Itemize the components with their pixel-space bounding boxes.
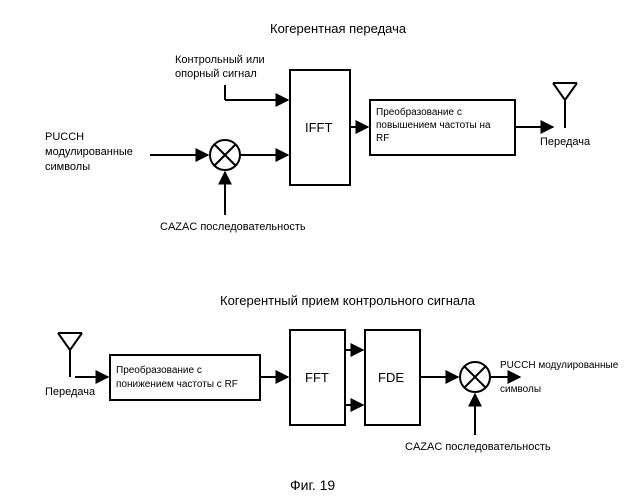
top-multiplier-icon: [210, 140, 240, 170]
top-pilot-line2: опорный сигнал: [175, 68, 257, 80]
bottom-downconv-line1: Преобразование с: [116, 364, 202, 376]
top-title: Когерентная передача: [270, 21, 407, 36]
top-ifft-label: IFFT: [305, 120, 332, 135]
bottom-cazac-label: CAZAC последовательность: [405, 441, 551, 453]
top-input-line1: PUCCH: [45, 131, 84, 143]
top-upconv-line2: повышением частоты на: [376, 120, 491, 131]
bottom-title: Когерентный прием контрольного сигнала: [220, 293, 476, 308]
bottom-fft-label: FFT: [305, 370, 329, 385]
top-pilot-line1: Контрольный или: [175, 54, 265, 66]
bottom-output-line2: символы: [500, 384, 541, 395]
bottom-downconv-line2: понижением частоты с RF: [116, 379, 238, 390]
bottom-downconv-box: [110, 355, 260, 400]
top-cazac-label: CAZAC последовательность: [160, 221, 306, 233]
top-input-line2: модулированные: [45, 146, 133, 158]
top-antenna-label: Передача: [540, 136, 591, 148]
figure-label: Фиг. 19: [290, 477, 335, 493]
bottom-multiplier-icon: [460, 362, 490, 392]
bottom-fde-label: FDE: [378, 370, 404, 385]
bottom-output-line1: PUCCH модулированные: [500, 360, 619, 371]
bottom-antenna-icon: [58, 333, 82, 377]
top-antenna-icon: [553, 83, 577, 128]
top-input-line3: символы: [45, 161, 90, 173]
top-upconv-line3: RF: [376, 133, 389, 144]
bottom-antenna-label: Передача: [45, 386, 96, 398]
top-upconv-line1: Преобразование с: [376, 106, 462, 118]
